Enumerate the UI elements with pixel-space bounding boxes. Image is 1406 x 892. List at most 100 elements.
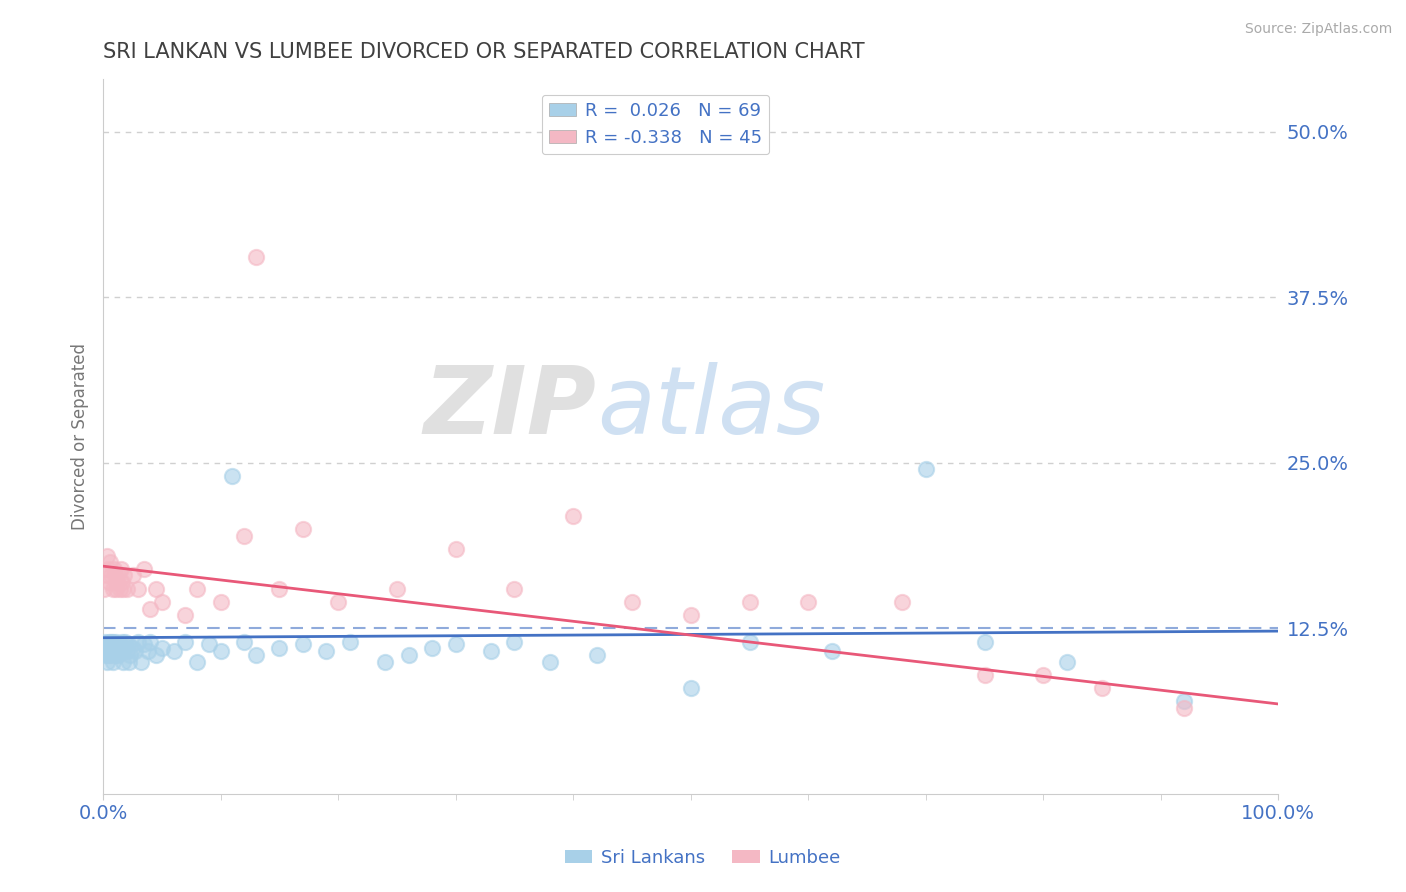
Point bbox=[108, 637, 131, 651]
Point bbox=[111, 575, 134, 590]
Point bbox=[1032, 668, 1054, 682]
Point bbox=[97, 562, 120, 576]
Point bbox=[797, 595, 820, 609]
Point bbox=[444, 637, 467, 651]
Point bbox=[134, 562, 156, 576]
Point bbox=[315, 644, 337, 658]
Point bbox=[385, 582, 408, 596]
Point bbox=[150, 641, 173, 656]
Text: Source: ZipAtlas.com: Source: ZipAtlas.com bbox=[1244, 22, 1392, 37]
Point bbox=[821, 644, 844, 658]
Point bbox=[110, 562, 132, 576]
Text: ZIP: ZIP bbox=[423, 362, 596, 454]
Point bbox=[120, 648, 142, 662]
Point bbox=[245, 648, 267, 662]
Point bbox=[100, 644, 122, 658]
Point bbox=[98, 634, 121, 648]
Point bbox=[94, 634, 117, 648]
Point bbox=[738, 634, 761, 648]
Point bbox=[104, 568, 127, 582]
Point bbox=[112, 568, 135, 582]
Point bbox=[221, 469, 243, 483]
Point bbox=[174, 634, 197, 648]
Point bbox=[679, 681, 702, 695]
Point bbox=[114, 634, 136, 648]
Point bbox=[245, 251, 267, 265]
Point bbox=[127, 634, 149, 648]
Point bbox=[174, 608, 197, 623]
Point bbox=[112, 655, 135, 669]
Point bbox=[98, 555, 121, 569]
Point bbox=[209, 644, 232, 658]
Point bbox=[93, 582, 115, 596]
Point bbox=[100, 634, 122, 648]
Point bbox=[145, 582, 167, 596]
Point bbox=[101, 582, 124, 596]
Point bbox=[105, 582, 128, 596]
Point bbox=[620, 595, 643, 609]
Point bbox=[103, 641, 125, 656]
Point bbox=[585, 648, 607, 662]
Point bbox=[679, 608, 702, 623]
Point bbox=[96, 655, 118, 669]
Point bbox=[973, 634, 995, 648]
Point bbox=[973, 668, 995, 682]
Point bbox=[105, 641, 128, 656]
Point bbox=[233, 634, 256, 648]
Point bbox=[104, 648, 127, 662]
Point bbox=[186, 582, 208, 596]
Point bbox=[105, 644, 128, 658]
Point bbox=[97, 641, 120, 656]
Point bbox=[101, 634, 124, 648]
Point bbox=[98, 648, 121, 662]
Point bbox=[136, 644, 159, 658]
Y-axis label: Divorced or Separated: Divorced or Separated bbox=[72, 343, 89, 530]
Point bbox=[104, 637, 127, 651]
Point bbox=[914, 462, 936, 476]
Point bbox=[103, 562, 125, 576]
Point bbox=[94, 644, 117, 658]
Point bbox=[127, 582, 149, 596]
Legend: R =  0.026   N = 69, R = -0.338   N = 45: R = 0.026 N = 69, R = -0.338 N = 45 bbox=[541, 95, 769, 154]
Point bbox=[269, 641, 291, 656]
Point bbox=[98, 575, 121, 590]
Point bbox=[121, 568, 143, 582]
Point bbox=[538, 655, 561, 669]
Point bbox=[108, 582, 131, 596]
Point bbox=[105, 634, 128, 648]
Point bbox=[110, 644, 132, 658]
Point bbox=[111, 634, 134, 648]
Point bbox=[97, 648, 120, 662]
Point bbox=[112, 582, 135, 596]
Point bbox=[100, 568, 122, 582]
Point bbox=[339, 634, 361, 648]
Point bbox=[129, 655, 152, 669]
Point bbox=[186, 655, 208, 669]
Point bbox=[198, 637, 221, 651]
Point bbox=[93, 648, 115, 662]
Point bbox=[124, 644, 146, 658]
Point bbox=[1091, 681, 1114, 695]
Point bbox=[96, 549, 118, 563]
Point bbox=[291, 522, 314, 536]
Point bbox=[118, 655, 141, 669]
Point bbox=[503, 634, 526, 648]
Point bbox=[101, 655, 124, 669]
Point bbox=[145, 648, 167, 662]
Legend: Sri Lankans, Lumbee: Sri Lankans, Lumbee bbox=[558, 842, 848, 874]
Point bbox=[117, 637, 139, 651]
Point bbox=[134, 637, 156, 651]
Point bbox=[103, 644, 125, 658]
Point bbox=[503, 582, 526, 596]
Point bbox=[562, 508, 585, 523]
Point bbox=[398, 648, 420, 662]
Point bbox=[1056, 655, 1078, 669]
Point bbox=[738, 595, 761, 609]
Point bbox=[98, 644, 121, 658]
Point bbox=[96, 637, 118, 651]
Point bbox=[163, 644, 186, 658]
Point bbox=[891, 595, 914, 609]
Point bbox=[209, 595, 232, 609]
Point bbox=[1173, 694, 1195, 708]
Text: atlas: atlas bbox=[596, 362, 825, 453]
